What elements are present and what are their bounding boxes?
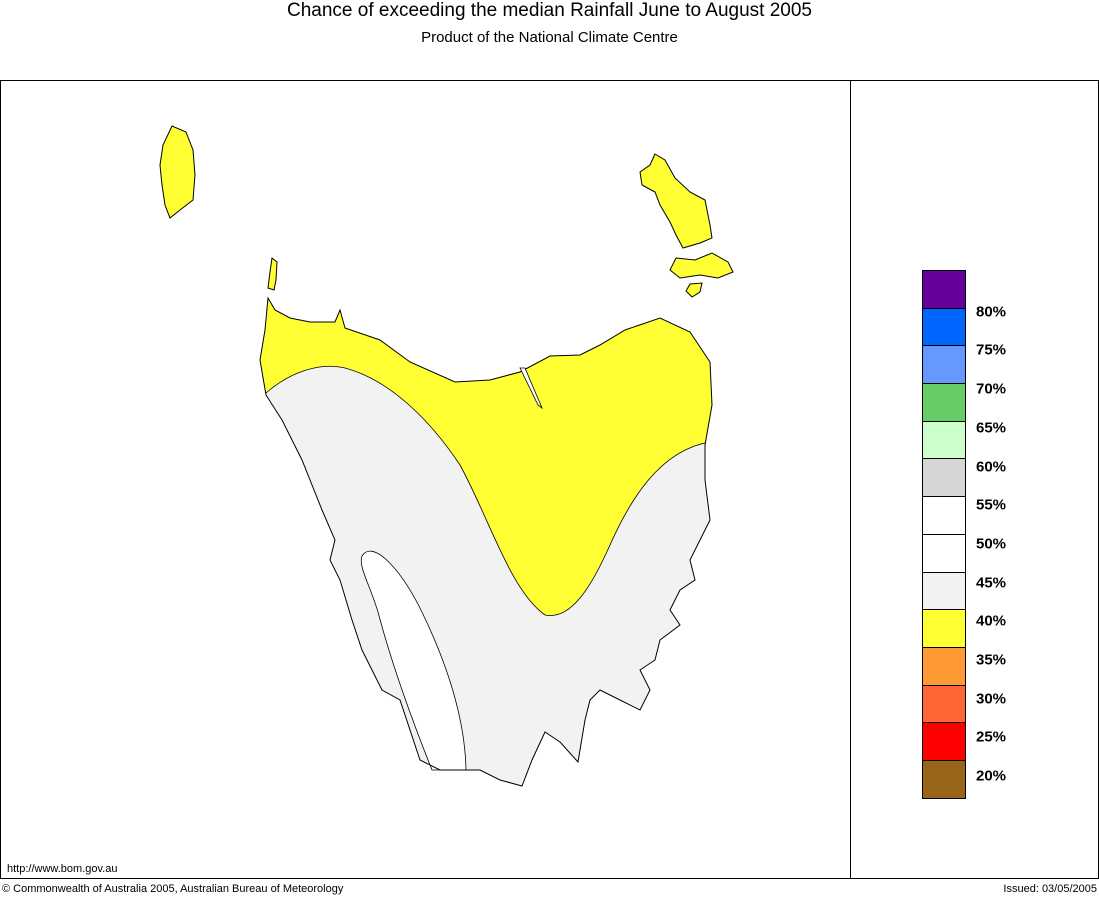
legend-swatch [922,609,966,648]
issued-date: Issued: 03/05/2005 [1003,883,1097,895]
legend-swatch [922,345,966,385]
legend-swatch [922,571,966,611]
legend-label: 80% [976,303,1007,321]
color-legend [922,270,966,799]
legend-label: 35% [976,651,1007,669]
legend-swatch [922,307,966,347]
legend-label: 45% [976,574,1007,592]
bom-url[interactable]: http://www.bom.gov.au [7,863,118,875]
flinders-island [639,153,713,249]
tasmania-mainland [259,297,713,787]
legend-swatch [922,646,966,686]
copyright: © Commonwealth of Australia 2005, Austra… [2,883,344,895]
tasmania-map [159,125,734,787]
robbins-island [267,257,278,291]
legend-label: 20% [976,767,1007,785]
region-below-40 [260,298,712,616]
legend-swatch [922,684,966,724]
legend-label: 65% [976,419,1007,437]
legend-label: 55% [976,496,1007,514]
region-45-50 [360,550,467,771]
cape-barren-island [669,252,734,279]
page-subtitle: Product of the National Climate Centre [421,29,678,46]
page-title: Chance of exceeding the median Rainfall … [287,0,812,21]
legend-swatch [922,458,966,498]
legend-label: 75% [976,341,1007,359]
clarke-island [685,282,703,298]
legend-swatch [922,722,966,761]
legend-label: 60% [976,458,1007,475]
legend-label: 25% [976,728,1007,746]
legend-swatch [922,496,966,535]
legend-swatch [922,759,966,799]
legend-swatch [922,420,966,460]
legend-label: 30% [976,690,1007,708]
legend-swatch [922,533,966,573]
legend-divider [850,80,851,878]
legend-label: 50% [976,535,1007,553]
legend-label: 70% [976,380,1007,398]
legend-swatch [922,270,966,309]
king-island [159,125,196,219]
legend-label: 40% [976,612,1007,630]
legend-swatch [922,383,966,422]
